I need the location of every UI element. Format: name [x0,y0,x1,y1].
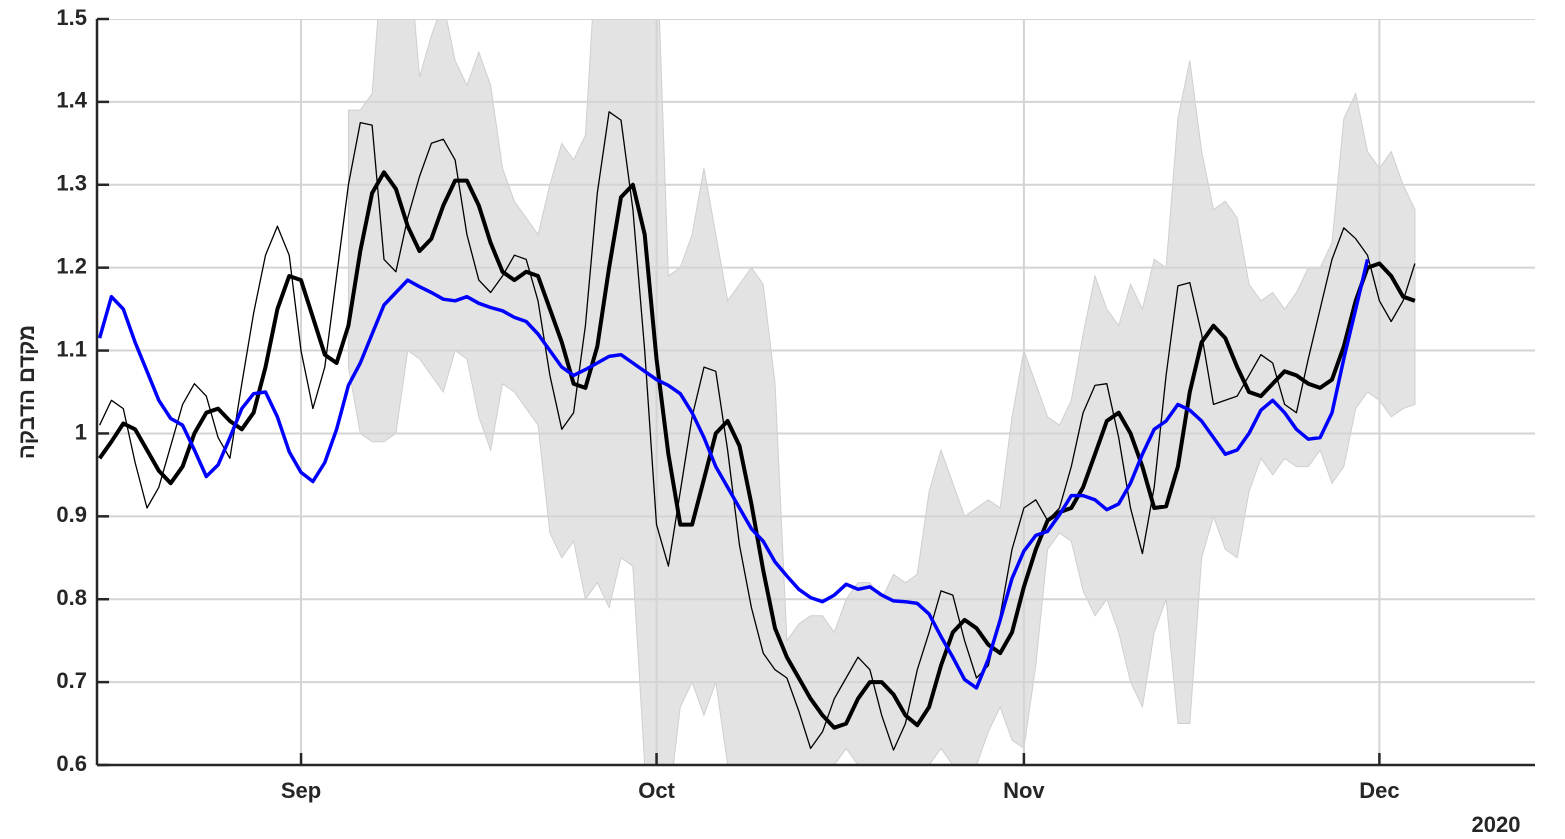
line-series [97,258,1370,690]
plot-area [97,19,1535,765]
y-tick-label: 1.3 [56,171,87,196]
line-series [99,111,1416,751]
y-tick-label: 1.5 [56,5,87,30]
confidence-band [347,19,1416,765]
year-label: 2020 [1472,812,1521,837]
y-tick-label: 0.6 [56,751,87,776]
y-tick-label: 1.1 [56,336,87,361]
x-tick-label: Dec [1359,778,1399,803]
y-tick-label: 1.4 [56,88,87,113]
x-tick-label: Sep [281,778,321,803]
y-tick-label: 0.9 [56,502,87,527]
x-tick-label: Nov [1003,778,1045,803]
y-tick-label: 0.7 [56,668,87,693]
y-axis-label: מקדם הדבקה [14,325,39,459]
x-tick-label: Oct [638,778,675,803]
y-tick-label: 0.8 [56,585,87,610]
y-tick-label: 1 [75,419,87,444]
y-tick-label: 1.2 [56,253,87,278]
